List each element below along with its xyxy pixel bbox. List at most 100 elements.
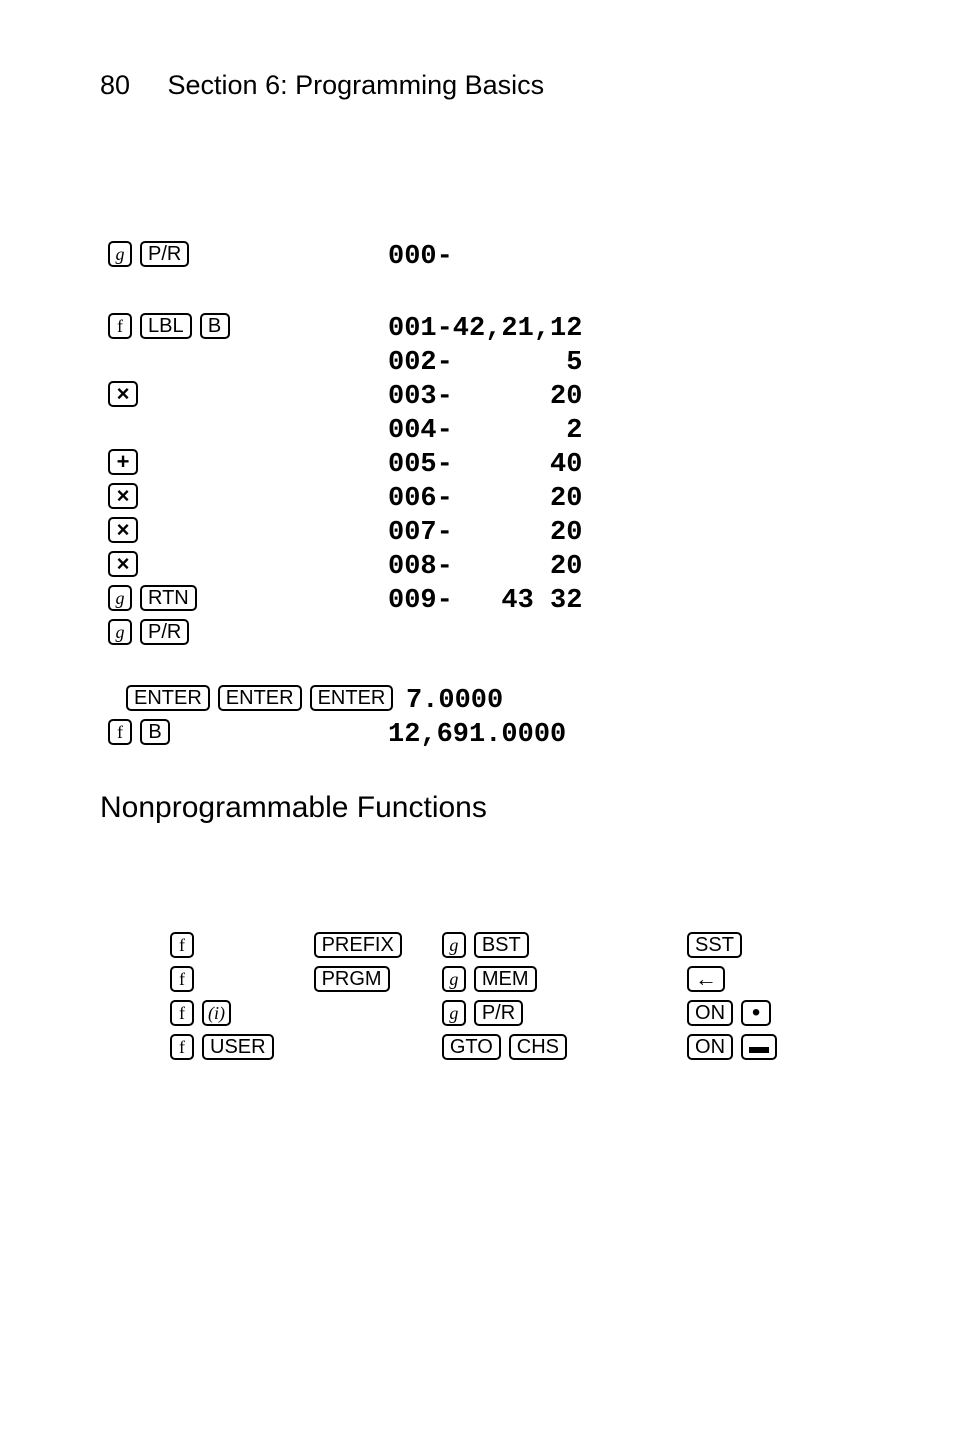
listing-row: g P/R 000- <box>108 241 854 273</box>
display-output: 001-42,21,12 <box>388 313 582 345</box>
display-output: 006- 20 <box>388 483 582 515</box>
key-chs: CHS <box>509 1034 567 1060</box>
key-p-r: P/R <box>140 619 189 645</box>
key-f: f <box>170 966 194 992</box>
np-row: ON ▬ <box>687 1032 777 1062</box>
key-sequence: g P/R <box>108 241 388 267</box>
key-sequence: fB <box>108 719 388 745</box>
key-prefix: PREFIX <box>314 932 402 958</box>
display-output: 002- 5 <box>388 347 582 379</box>
listing-row: fB12,691.0000 <box>108 719 854 751</box>
key-rtn: RTN <box>140 585 197 611</box>
key-g: g <box>108 585 132 611</box>
key--: ← <box>687 966 725 992</box>
np-row: f <box>170 930 274 960</box>
listing-row: ENTER ENTER ENTER 7.0000 <box>108 685 854 717</box>
listing-row: × 008- 20 <box>108 551 854 583</box>
display-output: 004- 2 <box>388 415 582 447</box>
listing-row: 002- 5 <box>108 347 854 379</box>
np-row: PREFIX <box>314 930 402 960</box>
key-lbl: LBL <box>140 313 192 339</box>
listing-row: g RTN 009- 43 32 <box>108 585 854 617</box>
section-title: Section 6: Programming Basics <box>168 70 545 100</box>
key-on: ON <box>687 1000 733 1026</box>
np-column: PREFIX PRGM <box>314 930 402 1062</box>
subheading: Nonprogrammable Functions <box>100 791 854 825</box>
key-prgm: PRGM <box>314 966 390 992</box>
key-sequence: g P/R <box>108 619 388 645</box>
program-listing: gP/R000-fLBLB001-42,21,12002- 5×003- 200… <box>108 241 854 751</box>
np-row: ON • <box>687 998 777 1028</box>
page-number: 80 <box>100 70 160 101</box>
listing-row: f LBL B 001-42,21,12 <box>108 313 854 345</box>
np-row: g BST <box>442 930 567 960</box>
display-output: 7.0000 <box>406 685 503 717</box>
key-gto: GTO <box>442 1034 501 1060</box>
np-row: SST <box>687 930 777 960</box>
key-g: g <box>108 241 132 267</box>
np-row: ← <box>687 964 777 994</box>
np-column: SST ← ON • ON ▬ <box>687 930 777 1062</box>
key-sequence: × <box>108 517 388 543</box>
np-row: g MEM <box>442 964 567 994</box>
listing-row: × 003- 20 <box>108 381 854 413</box>
np-row: f <box>170 964 274 994</box>
key--: × <box>108 551 138 577</box>
key-g: g <box>108 619 132 645</box>
np-row: g P/R <box>442 998 567 1028</box>
key-f: f <box>170 932 194 958</box>
key--: × <box>108 517 138 543</box>
key--: × <box>108 483 138 509</box>
key-sst: SST <box>687 932 742 958</box>
key--: × <box>108 381 138 407</box>
key-g: g <box>442 1000 466 1026</box>
np-column: fff(i)fUSER <box>170 930 274 1062</box>
key-user: USER <box>202 1034 274 1060</box>
display-output: 007- 20 <box>388 517 582 549</box>
key-enter: ENTER <box>310 685 394 711</box>
np-row: f USER <box>170 1032 274 1062</box>
key-g: g <box>442 932 466 958</box>
key-enter: ENTER <box>218 685 302 711</box>
listing-row: × 006- 20 <box>108 483 854 515</box>
key-f: f <box>170 1034 194 1060</box>
display-output: 000- <box>388 241 453 273</box>
np-row: PRGM <box>314 964 402 994</box>
np-row: GTO CHS <box>442 1032 567 1062</box>
key-sequence: ENTER ENTER ENTER <box>108 685 406 711</box>
key--: • <box>741 1000 771 1026</box>
key-f: f <box>108 719 132 745</box>
key-sequence: × <box>108 381 388 407</box>
key-enter: ENTER <box>126 685 210 711</box>
nonprogrammable-functions-table: fff(i)fUSERPREFIXPRGMgBSTgMEMgP/RGTOCHSS… <box>170 930 854 1062</box>
listing-row: +005- 40 <box>108 449 854 481</box>
np-row: f(i) <box>170 998 274 1028</box>
key-sequence: × <box>108 551 388 577</box>
key-sequence: × <box>108 483 388 509</box>
display-output: 003- 20 <box>388 381 582 413</box>
display-output: 009- 43 32 <box>388 585 582 617</box>
display-output: 12,691.0000 <box>388 719 566 751</box>
key-f: f <box>108 313 132 339</box>
listing-row: g P/R <box>108 619 854 645</box>
np-column: g BST g MEM g P/R GTO CHS <box>442 930 567 1062</box>
key--: + <box>108 449 138 475</box>
key-bst: BST <box>474 932 529 958</box>
display-output: 005- 40 <box>388 449 582 481</box>
listing-row: 004- 2 <box>108 415 854 447</box>
key-p-r: P/R <box>474 1000 523 1026</box>
key-mem: MEM <box>474 966 537 992</box>
key--: ▬ <box>741 1034 777 1060</box>
key-on: ON <box>687 1034 733 1060</box>
key-p-r: P/R <box>140 241 189 267</box>
key-sequence: g RTN <box>108 585 388 611</box>
listing-row: × 007- 20 <box>108 517 854 549</box>
display-output: 008- 20 <box>388 551 582 583</box>
key-f: f <box>170 1000 194 1026</box>
page: 80 Section 6: Programming Basics g P/R 000… <box>0 0 954 1432</box>
key-sequence: + <box>108 449 388 475</box>
key-b: B <box>200 313 230 339</box>
key-g: g <box>442 966 466 992</box>
key-sequence: f LBL B <box>108 313 388 339</box>
page-header: 80 Section 6: Programming Basics <box>100 70 854 101</box>
